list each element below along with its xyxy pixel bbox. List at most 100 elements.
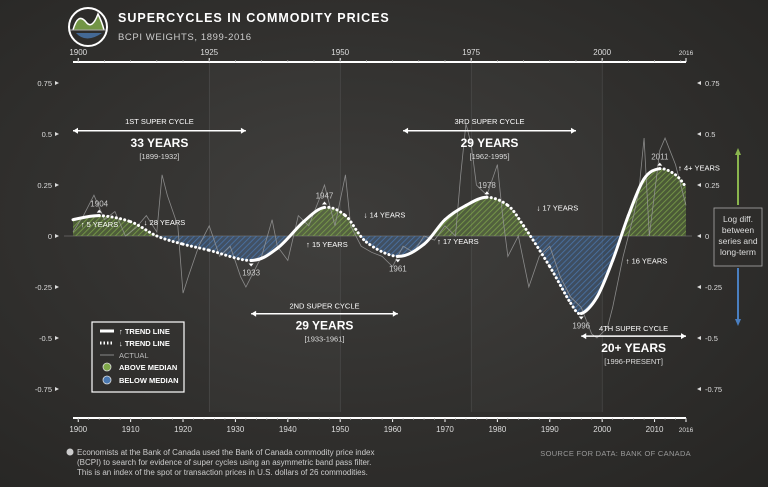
right-tick-label: 0.25 — [705, 181, 720, 190]
cycle-arrow-right — [570, 127, 576, 134]
info-icon — [66, 448, 74, 456]
trend-line-up-segment — [422, 218, 447, 246]
phase-duration-label: ↑ 17 YEARS — [437, 237, 479, 246]
phase-duration-label: ↓ 14 YEARS — [364, 211, 406, 220]
trend-line-down-segment — [485, 195, 510, 207]
trend-line-down-segment — [207, 248, 253, 262]
bottom-tick-label: 1970 — [436, 425, 454, 434]
phase-duration-label: ↑ 5 YEARS — [81, 220, 118, 229]
peak-year-label: 1961 — [389, 264, 407, 273]
bottom-tick-label: 1960 — [384, 425, 402, 434]
left-tick-arrow — [55, 336, 59, 340]
right-axis: 0.75 0.5 0.25 0 -0.25 -0.5 -0.75 — [697, 79, 722, 394]
chart-title: SUPERCYCLES IN COMMODITY PRICES — [118, 11, 390, 25]
footnote-line-2: (BCPI) to search for evidence of super c… — [77, 458, 371, 467]
bottom-tick-label: 1980 — [488, 425, 506, 434]
cycle-range: [1962-1995] — [470, 152, 510, 161]
legend-above: ABOVE MEDIAN — [119, 363, 177, 372]
left-tick-label: 0.5 — [42, 130, 52, 139]
cycle-range: [1899-1932] — [139, 152, 179, 161]
bottom-tick-label: 1990 — [541, 425, 559, 434]
bottom-tick-label: 1930 — [227, 425, 245, 434]
bottom-tick-label: 2016 — [679, 427, 694, 434]
peak-year-label: 1996 — [572, 322, 590, 331]
trend-line-up-segment — [249, 246, 279, 262]
trend-line-down-segment — [322, 205, 347, 218]
top-tick-label: 1950 — [331, 48, 349, 57]
right-tick-label: -0.75 — [705, 385, 722, 394]
y-axis-note: Log diff. between series and long-term — [713, 148, 763, 326]
peak-year-label: 1933 — [242, 268, 260, 277]
bottom-tick-label: 2010 — [646, 425, 664, 434]
right-tick-arrow — [697, 285, 701, 289]
legend: ↑ TREND LINE ↓ TREND LINE ACTUAL ABOVE M… — [91, 321, 185, 393]
note-line-1: Log diff. — [723, 214, 753, 224]
trend-line-up-segment — [579, 295, 599, 316]
cycle-arrow-left — [73, 127, 78, 134]
legend-trend-down: ↓ TREND LINE — [119, 339, 170, 348]
footnote-line-1: Economists at the Bank of Canada used th… — [77, 448, 375, 457]
legend-trend-up: ↑ TREND LINE — [119, 327, 170, 336]
top-tick-label: 2016 — [679, 50, 694, 57]
note-line-3: series and — [718, 236, 757, 246]
left-tick-arrow — [55, 81, 59, 85]
trend-line-down-segment — [674, 173, 688, 189]
left-tick-label: 0 — [48, 232, 52, 241]
top-tick-label: 1925 — [200, 48, 218, 57]
cycle-arrow-right — [392, 310, 398, 317]
peak-marker — [395, 259, 401, 263]
cycle-name: 3RD SUPER CYCLE — [455, 117, 525, 126]
phase-duration-label: ↓ 28 YEARS — [144, 218, 186, 227]
top-tick-label: 1975 — [462, 48, 480, 57]
top-axis: 1900 1925 1950 1975 2000 2016 — [69, 48, 694, 63]
cycle-years: 29 YEARS — [296, 319, 354, 333]
bottom-axis: 1900 1910 1920 1930 1940 1950 1960 1970 1980 1990… — [69, 417, 694, 434]
trend-line-up-segment — [626, 177, 646, 218]
cycle-arrow-left — [581, 333, 587, 340]
legend-actual: ACTUAL — [119, 351, 149, 360]
cycle-years: 20+ YEARS — [601, 341, 666, 355]
trend-line-up-segment — [396, 242, 426, 258]
right-tick-label: 0 — [705, 232, 709, 241]
trend-line-down-segment — [658, 167, 678, 177]
right-tick-arrow — [697, 387, 701, 391]
peak-marker — [578, 316, 584, 320]
left-tick-label: -0.75 — [35, 385, 52, 394]
bottom-tick-label: 1950 — [331, 425, 349, 434]
top-tick-label: 1900 — [69, 48, 87, 57]
left-tick-label: -0.25 — [35, 283, 52, 292]
trend-line-down-segment — [548, 265, 573, 305]
left-tick-arrow — [55, 183, 59, 187]
actual-series-line — [72, 123, 687, 339]
right-tick-label: 0.75 — [705, 79, 720, 88]
cycle-arrow-right — [681, 333, 686, 340]
cycle-years: 29 YEARS — [461, 136, 519, 150]
cycle-arrow-left — [403, 127, 409, 134]
trend-line-up-segment — [595, 258, 615, 299]
cycle-range: [1933-1961] — [304, 335, 344, 344]
peak-marker — [657, 162, 663, 166]
right-tick-arrow — [697, 183, 701, 187]
right-tick-label: -0.25 — [705, 283, 722, 292]
right-tick-arrow — [697, 81, 701, 85]
trend-line-up-segment — [302, 205, 326, 224]
trend-line-up-segment — [71, 214, 101, 222]
trend-line-down-segment — [97, 214, 133, 224]
left-tick-arrow — [55, 387, 59, 391]
peak-marker — [96, 209, 102, 213]
peak-marker — [248, 263, 254, 267]
cycle-arrow-left — [251, 310, 257, 317]
footnote: Economists at the Bank of Canada used th… — [66, 448, 375, 477]
bottom-tick-label: 1910 — [122, 425, 140, 434]
peak-year-label: 1904 — [90, 200, 108, 209]
right-tick-label: 0.5 — [705, 130, 715, 139]
trend-line-up-segment — [464, 195, 489, 207]
trend-line-up-segment — [275, 220, 306, 250]
left-tick-arrow — [55, 234, 59, 238]
trend-line-up-segment — [443, 203, 468, 222]
cycle-name: 1ST SUPER CYCLE — [125, 117, 194, 126]
bottom-tick-label: 1920 — [174, 425, 192, 434]
peak-marker — [484, 191, 490, 195]
